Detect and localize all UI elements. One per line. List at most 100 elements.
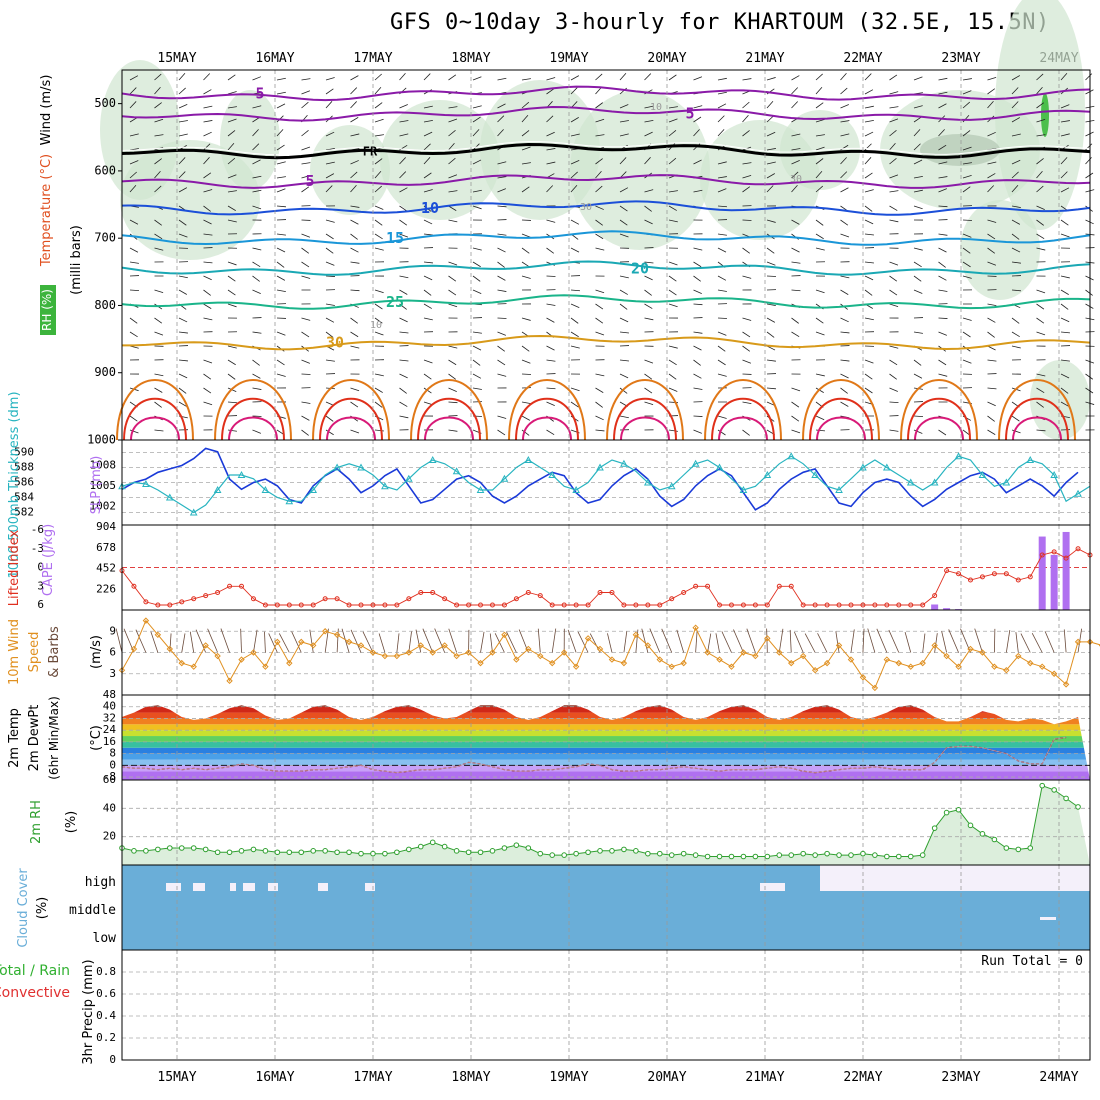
wind-barb <box>938 359 947 366</box>
lifted-index-point <box>227 583 233 589</box>
ylabel-wind-units: (m/s) <box>89 635 104 669</box>
wind-barb <box>203 205 211 212</box>
date-label-bottom: 22MAY <box>843 1070 882 1085</box>
wind-barb <box>717 373 727 377</box>
wind-speed-point <box>477 659 484 667</box>
ylabel-temp-units: (°C) <box>89 725 104 751</box>
wind-barb <box>1036 233 1045 240</box>
wind-barb <box>595 233 604 240</box>
wind-barb <box>203 89 212 95</box>
wind-barb <box>742 130 750 137</box>
wind-barb <box>178 120 188 123</box>
wind-barb <box>497 129 504 137</box>
wind-barb <box>668 429 678 432</box>
lifted-index-point <box>358 602 364 608</box>
wind-barb <box>325 429 334 436</box>
precip-tick-label: 0 <box>109 1053 116 1066</box>
wind-barb <box>570 185 578 193</box>
wind-barb <box>350 289 360 292</box>
lifted-index-point <box>1039 552 1045 558</box>
wind-barb <box>791 75 800 81</box>
precip-tick-label: 0.2 <box>96 1031 116 1044</box>
wind-barb <box>178 104 188 109</box>
dewpoint-line-inner <box>121 737 1067 774</box>
isotherm-label: 5 <box>685 105 694 123</box>
wind-barb <box>987 331 995 338</box>
wind-speed-point <box>298 638 305 646</box>
wind-barb <box>325 77 335 81</box>
wind-barb <box>374 289 384 294</box>
wind-barb <box>1036 289 1046 294</box>
wind-barb-10m <box>422 628 434 653</box>
ylabel-wind-10m: 10m Wind <box>7 619 22 685</box>
wind-barb <box>938 429 947 436</box>
warm-contour <box>606 379 684 441</box>
wind-barb <box>913 331 923 334</box>
wind-barb <box>1085 387 1094 394</box>
wind-barb <box>595 289 605 294</box>
wind-barb <box>276 331 286 336</box>
wind-barb <box>448 157 456 165</box>
wind-barb <box>497 205 507 208</box>
wind-barb <box>203 359 213 364</box>
wind-barb <box>546 275 556 277</box>
wind-barb-10m <box>960 628 971 653</box>
wind-barb <box>1060 289 1069 295</box>
lifted-index-point <box>848 602 854 608</box>
wind-barb <box>154 387 163 393</box>
wind-barb <box>448 106 458 109</box>
wind-barb <box>1036 401 1044 408</box>
wind-barb <box>203 189 213 193</box>
cloud-gap <box>268 883 278 891</box>
rh-point <box>286 849 293 856</box>
wind-barb <box>717 161 727 165</box>
wind-barb <box>742 114 749 123</box>
warm-contour <box>900 379 978 441</box>
wind-barb <box>717 275 727 281</box>
wind-barb <box>1036 158 1044 165</box>
thickness-point <box>715 463 724 471</box>
wind-barb <box>448 219 458 223</box>
thickness-point <box>165 493 174 501</box>
wind-barb <box>742 101 750 109</box>
lifted-index-point <box>609 590 615 595</box>
wind-barb <box>1085 73 1093 81</box>
rh-point <box>573 850 579 857</box>
lifted-index-point <box>764 602 770 608</box>
lifted-index-point <box>573 602 579 608</box>
wind-barb <box>864 317 874 321</box>
wind-barb <box>276 161 286 165</box>
wind-barb <box>766 219 776 223</box>
wind-barb <box>570 345 580 349</box>
wind-barb-10m <box>1031 632 1043 653</box>
wind-barb-10m <box>551 628 557 653</box>
wind-barb <box>913 175 923 179</box>
wind-barb <box>619 289 628 295</box>
wind-barb <box>374 185 382 193</box>
wind-barb <box>227 205 236 211</box>
wind-speed-point <box>871 684 879 692</box>
rh-point <box>788 852 795 858</box>
rh-point <box>943 809 950 816</box>
warm-contour <box>515 397 579 441</box>
wind-barb <box>203 373 212 380</box>
wind-speed-point <box>620 659 628 667</box>
wind-barb <box>154 102 162 109</box>
lifted-index-point <box>836 602 842 608</box>
wind-barb <box>154 289 164 294</box>
warm-contour <box>620 416 670 441</box>
lifted-index-point <box>131 583 137 589</box>
wind-barb <box>497 103 506 109</box>
wind-speed-point <box>250 649 257 656</box>
wind-barb <box>938 331 947 336</box>
wind-barb-10m <box>506 631 517 653</box>
wind-barb-10m <box>835 631 840 653</box>
lifted-index-point <box>537 593 543 599</box>
wind-barb <box>889 106 899 109</box>
slp-tick-label: 1005 <box>90 479 117 492</box>
wind-barb <box>325 148 335 151</box>
wind-barb <box>252 205 262 210</box>
wind-barb <box>178 331 188 334</box>
wind-barb-10m <box>1005 629 1011 653</box>
